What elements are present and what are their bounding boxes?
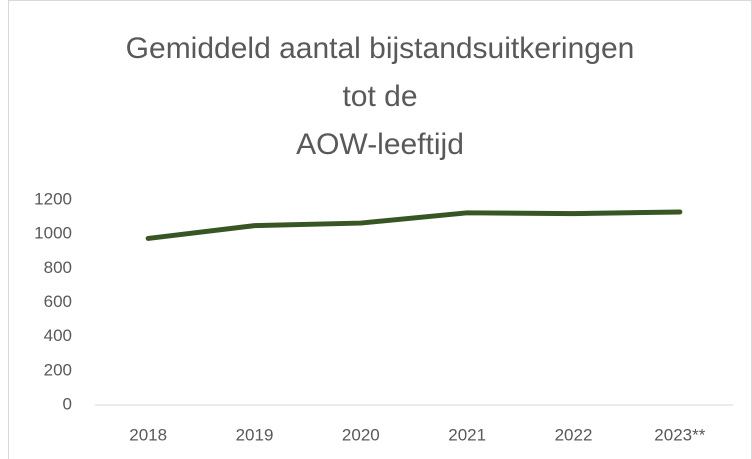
- y-tick-label: 600: [44, 292, 72, 311]
- y-tick-label: 200: [44, 360, 72, 379]
- y-tick-label: 400: [44, 326, 72, 345]
- y-tick-label: 1200: [34, 189, 72, 208]
- x-tick-label: 2020: [342, 425, 380, 444]
- y-tick-label: 800: [44, 258, 72, 277]
- chart-title: Gemiddeld aantal bijstandsuitkeringen: [126, 32, 635, 65]
- chart-title: AOW-leeftijd: [296, 128, 464, 161]
- x-tick-label: 2021: [448, 425, 486, 444]
- x-tick-label: 2019: [236, 425, 274, 444]
- line-series: [145, 209, 683, 241]
- chart-frame: [8, 0, 752, 459]
- y-tick-label: 0: [63, 394, 72, 413]
- x-tick-label: 2023**: [654, 425, 705, 444]
- x-tick-label: 2018: [129, 425, 167, 444]
- y-tick-label: 1000: [34, 224, 72, 243]
- x-tick-label: 2022: [555, 425, 593, 444]
- chart-title: tot de: [342, 80, 417, 113]
